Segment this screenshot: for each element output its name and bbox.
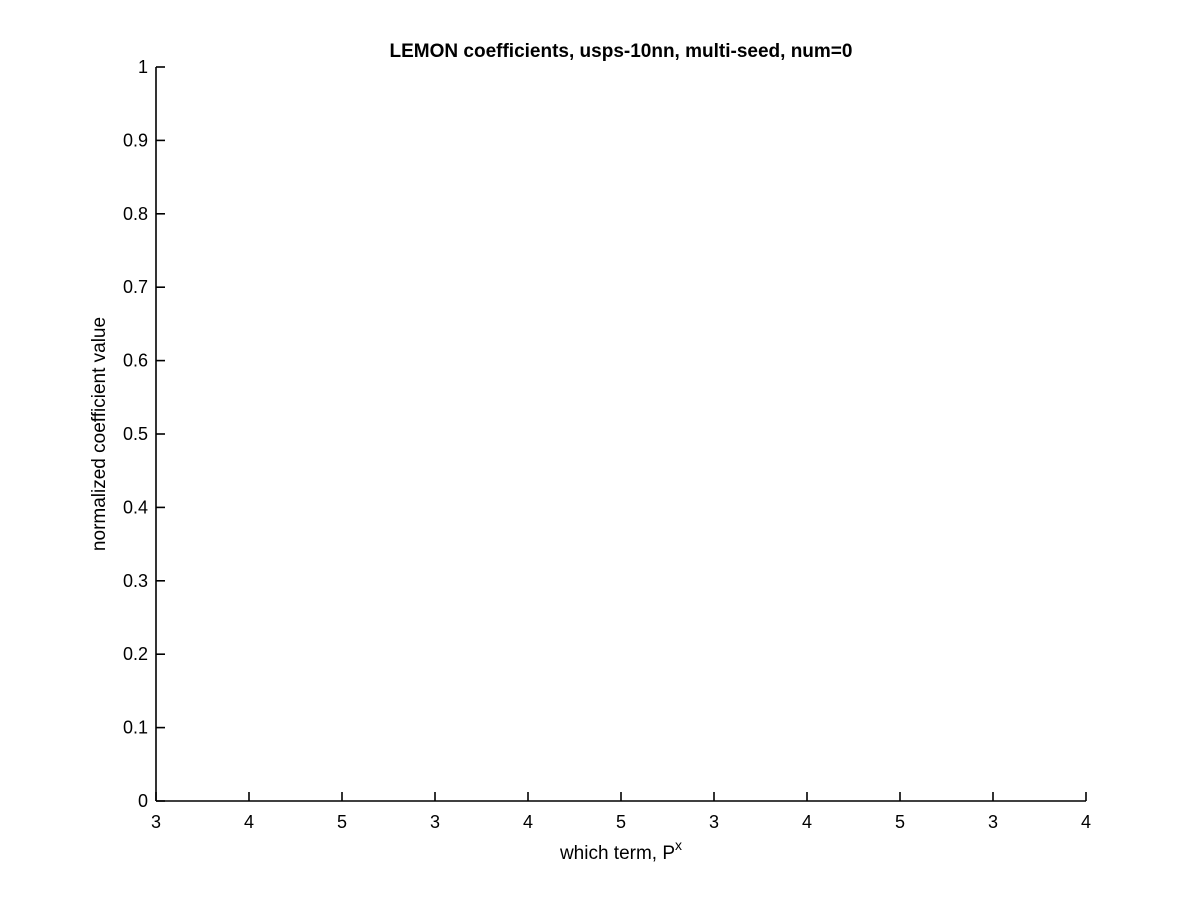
y-tick-label: 0.2: [123, 644, 148, 664]
chart-title: LEMON coefficients, usps-10nn, multi-see…: [390, 41, 853, 62]
x-tick-label: 4: [523, 812, 533, 832]
x-ticks: 3 4 5 3 4 5 3 4 5 3 4: [151, 792, 1091, 832]
y-axis-label: normalized coefficient value: [89, 317, 110, 551]
axes: [155, 67, 1086, 802]
y-tick-label: 0.4: [123, 497, 148, 517]
x-tick-label: 3: [151, 812, 161, 832]
x-tick-label: 4: [802, 812, 812, 832]
x-axis-label-text: which term, P: [559, 843, 675, 864]
x-tick-label: 5: [895, 812, 905, 832]
x-tick-label: 4: [1081, 812, 1091, 832]
y-tick-label: 0.5: [123, 424, 148, 444]
y-tick-label: 0.3: [123, 571, 148, 591]
y-tick-label: 0.7: [123, 277, 148, 297]
x-tick-label: 3: [988, 812, 998, 832]
x-tick-label: 3: [709, 812, 719, 832]
x-tick-label: 3: [430, 812, 440, 832]
x-axis-label-superscript: x: [675, 837, 682, 853]
y-tick-label: 0.8: [123, 204, 148, 224]
y-ticks: 0 0.1 0.2 0.3 0.4 0.5 0.6 0.7 0.8 0.9 1: [123, 57, 165, 811]
y-tick-label: 0.9: [123, 130, 148, 150]
x-tick-label: 4: [244, 812, 254, 832]
y-tick-label: 0: [138, 791, 148, 811]
x-tick-label: 5: [616, 812, 626, 832]
x-axis-label: which term, Px: [559, 837, 682, 864]
x-tick-label: 5: [337, 812, 347, 832]
y-tick-label: 1: [138, 57, 148, 77]
y-tick-label: 0.1: [123, 718, 148, 738]
y-tick-label: 0.6: [123, 351, 148, 371]
